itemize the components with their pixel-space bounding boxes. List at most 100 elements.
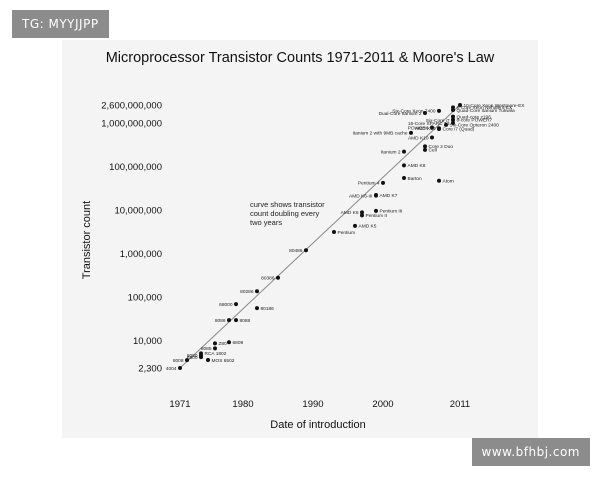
- data-point-label: 80486: [289, 248, 303, 254]
- y-tick-label: 10,000,000: [114, 205, 162, 216]
- trend-annotation: curve shows transistor count doubling eve…: [250, 200, 325, 227]
- data-point-label: 80386: [261, 276, 275, 282]
- data-point: [185, 358, 189, 363]
- x-tick-label: 2011: [450, 399, 470, 410]
- data-point: [332, 230, 336, 235]
- y-tick-label: 100,000: [128, 292, 162, 303]
- data-point: [458, 103, 462, 107]
- chart-title: Microprocessor Transistor Counts 1971-20…: [106, 50, 495, 66]
- x-tick-label: 1990: [302, 399, 323, 410]
- x-tick-label: 1980: [232, 399, 253, 410]
- data-point: [402, 149, 406, 154]
- data-point-label: Pentium: [338, 230, 356, 236]
- data-point: [276, 275, 280, 280]
- data-point: [437, 126, 441, 131]
- data-point-label: AMD K6-III: [349, 193, 372, 199]
- trend-line-segment: [179, 104, 461, 369]
- data-point-label: Core i7 (Quad): [443, 127, 475, 133]
- data-point-label: 16-Core SPARC T3: [408, 121, 450, 127]
- data-point: [423, 144, 427, 149]
- data-point-label: 8080: [187, 353, 198, 359]
- x-tick-label: 2000: [372, 399, 393, 410]
- data-point-label: AMD K7: [380, 193, 398, 199]
- data-point-label: Quad-core z196: [457, 114, 492, 120]
- x-axis-label: Date of introduction: [270, 419, 365, 431]
- data-point-label: Quad-Core Itanium Tukwila: [457, 108, 515, 114]
- data-point-label: MOS 6502: [212, 358, 235, 364]
- data-point: [360, 210, 364, 215]
- data-point: [255, 306, 259, 311]
- data-point-label: Barton: [408, 176, 422, 182]
- y-tick-label: 2,600,000,000: [101, 101, 162, 112]
- data-point-label: Core 2 Duo: [429, 144, 454, 150]
- y-tick-label: 1,000,000: [120, 249, 162, 260]
- trend-line: [179, 104, 461, 369]
- data-point-label: Z80: [219, 341, 228, 347]
- data-point: [213, 341, 217, 346]
- data-point: [444, 122, 448, 127]
- data-point: [374, 208, 378, 213]
- data-point-label: Pentium III: [380, 209, 403, 215]
- data-point: [374, 193, 378, 198]
- data-point: [451, 114, 455, 119]
- data-point-label: 6800: [187, 355, 198, 361]
- data-point-label: AMD K10: [415, 126, 436, 132]
- data-point-label: Pentium II: [366, 213, 388, 219]
- data-point-label: AMD K8: [408, 163, 426, 169]
- data-point: [255, 289, 259, 294]
- data-point-label: 6809: [233, 340, 244, 346]
- data-point-label: Dual-Core Itanium 2: [379, 111, 422, 117]
- data-point: [437, 178, 441, 183]
- y-tick-label: 2,300: [138, 364, 162, 375]
- data-point: [430, 125, 434, 130]
- data-point: [430, 135, 434, 140]
- data-point: [227, 318, 231, 323]
- data-point-label: 8086: [215, 318, 226, 324]
- data-point: [234, 318, 238, 323]
- data-point-label: POWER6: [408, 125, 429, 131]
- data-point-label: RCA 1802: [205, 351, 227, 357]
- data-point: [451, 107, 455, 112]
- data-point: [402, 163, 406, 168]
- data-point-label: 8-Core Xeon Nehalem-EX: [457, 105, 514, 111]
- data-point-label: AMD K5: [359, 224, 377, 230]
- x-tick-label: 1971: [169, 399, 190, 410]
- data-point-label: Itanium 2: [381, 149, 401, 155]
- data-point-label: Pentium 4: [358, 181, 380, 187]
- y-tick-label: 100,000,000: [109, 162, 162, 173]
- data-point-label: 4004: [166, 366, 177, 372]
- data-point: [227, 340, 231, 345]
- data-point-label: 8085: [201, 346, 212, 352]
- data-point-label: 10-Core Xeon Westmere-EX: [464, 103, 526, 109]
- data-point-label: Cell: [429, 148, 437, 154]
- axes: 2,300 10,000 100,000 1,000,000 10,000,000 100…: [101, 101, 470, 411]
- data-point-label: 80186: [261, 306, 275, 312]
- data-point-label: Six-Core Xeon 7400: [392, 109, 436, 115]
- data-point: [234, 302, 238, 307]
- data-point-label: AMD K10: [408, 135, 429, 141]
- data-point-label: 8-core POWER7: [457, 117, 493, 123]
- data-point-label: 80286: [240, 289, 254, 295]
- data-point-label: Atom: [443, 179, 454, 185]
- data-point-label: AMD K6: [341, 210, 359, 216]
- data-point: [360, 213, 364, 218]
- data-point: [381, 180, 385, 185]
- data-point-label: 8008: [173, 358, 184, 364]
- data-point: [409, 130, 413, 135]
- data-point-label: Six-Core Opteron 2400: [450, 123, 500, 129]
- data-point: [353, 223, 357, 228]
- data-point: [178, 366, 182, 370]
- data-point: [402, 175, 406, 180]
- data-point-label: 68000: [219, 302, 233, 308]
- data-point: [437, 108, 441, 113]
- data-point: [451, 121, 455, 126]
- data-point-label: Itanium 2 with 9MB cache: [353, 131, 408, 137]
- data-point: [451, 118, 455, 123]
- watermark-bottom: www.bfhbj.com: [471, 438, 590, 466]
- y-tick-label: 10,000: [133, 336, 162, 347]
- data-point-label: 8088: [240, 318, 251, 324]
- y-axis-label: Transistor count: [81, 201, 93, 279]
- data-point: [213, 346, 217, 351]
